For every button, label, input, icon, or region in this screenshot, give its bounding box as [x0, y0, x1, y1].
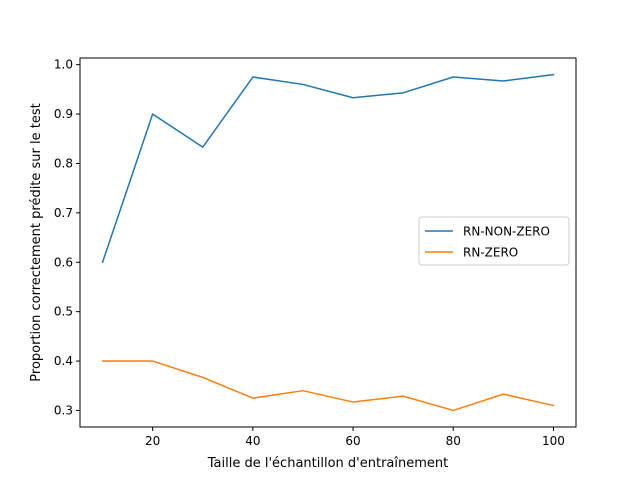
x-tick-label: 100 — [542, 434, 565, 448]
series-line-rn-zero — [101, 360, 555, 412]
x-tick-label: 40 — [245, 434, 260, 448]
x-tick-label: 80 — [446, 434, 461, 448]
legend-entry-label: RN-NON-ZERO — [463, 225, 550, 239]
y-tick-label: 0.9 — [54, 107, 73, 121]
plot-frame — [79, 57, 577, 428]
legend-entry-label: RN-ZERO — [463, 246, 518, 260]
y-tick-label: 1.0 — [54, 58, 73, 72]
y-tick-label: 0.3 — [54, 403, 73, 417]
series-line-rn-non-zero — [101, 73, 555, 264]
x-tick-label: 60 — [345, 434, 360, 448]
y-tick-label: 0.7 — [54, 206, 73, 220]
x-axis-ticks: 20 40 60 80 100 — [145, 427, 565, 448]
x-axis-label: Taille de l'échantillon d'entraînement — [207, 456, 448, 471]
legend: RN-NON-ZERO RN-ZERO — [418, 216, 570, 266]
legend-box — [418, 216, 570, 266]
y-tick-label: 0.8 — [54, 156, 73, 170]
y-axis-label: Proportion correctement prédite sur le t… — [29, 103, 44, 381]
y-axis-ticks: 0.3 0.4 0.5 0.6 0.7 0.8 0.9 1.0 — [54, 58, 80, 417]
series-layer — [101, 73, 555, 412]
y-tick-label: 0.6 — [54, 255, 73, 269]
y-tick-label: 0.5 — [54, 305, 73, 319]
x-tick-label: 20 — [145, 434, 160, 448]
y-tick-label: 0.4 — [54, 354, 73, 368]
